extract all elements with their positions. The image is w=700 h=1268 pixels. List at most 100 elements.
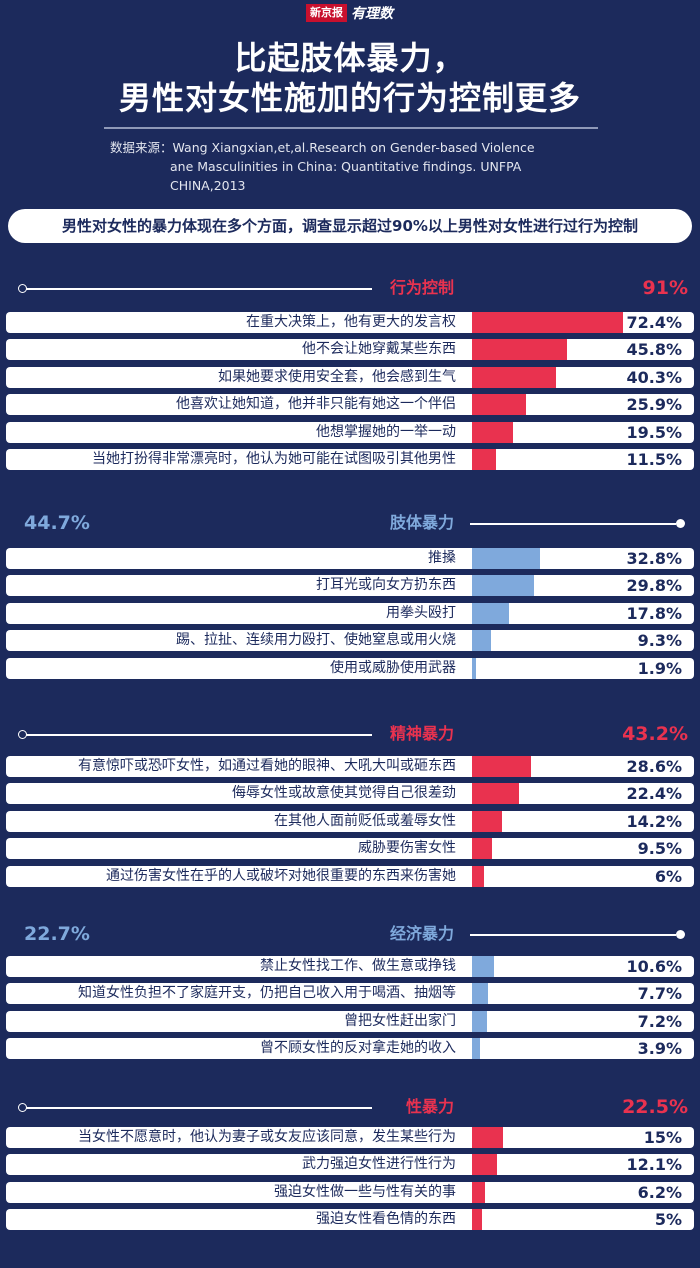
- bar-row: 知道女性负担不了家庭开支，仍把自己收入用于喝酒、抽烟等 7.7%: [6, 983, 694, 1004]
- bar-value: 45.8%: [626, 340, 682, 359]
- bar-label: 打耳光或向女方扔东西: [316, 577, 456, 593]
- bar-value: 5%: [654, 1210, 682, 1229]
- section-title: 肢体暴力: [389, 513, 454, 532]
- section-total: 43.2%: [622, 723, 688, 745]
- bar-row: 他想掌握她的一举一动 19.5%: [6, 422, 694, 443]
- bar-row: 如果她要求使用安全套，他会感到生气 40.3%: [6, 367, 694, 388]
- section-divider-line: [470, 523, 676, 525]
- bar: [472, 367, 556, 388]
- bar-label: 强迫女性做一些与性有关的事: [274, 1184, 456, 1200]
- bar-label: 他喜欢让她知道，他并非只能有她这一个伴侣: [176, 396, 456, 412]
- bar-row: 推搡 32.8%: [6, 548, 694, 569]
- bar-label: 曾不顾女性的反对拿走她的收入: [260, 1040, 456, 1056]
- bar: [472, 575, 534, 596]
- bar-label: 在重大决策上，他有更大的发言权: [246, 314, 456, 330]
- bar-value: 7.7%: [637, 984, 682, 1003]
- bar-value: 6%: [654, 867, 682, 886]
- bar-label: 当女性不愿意时，他认为妻子或女友应该同意，发生某些行为: [78, 1129, 456, 1145]
- section-divider-line: [26, 734, 372, 736]
- logo-column-name: 有理数: [351, 6, 393, 22]
- bar-label: 他不会让她穿戴某些东西: [302, 341, 456, 357]
- bar-value: 32.8%: [626, 549, 682, 568]
- bar-row: 使用或威胁使用武器 1.9%: [6, 658, 694, 679]
- bar-label: 踢、拉扯、连续用力殴打、使她窒息或用火烧: [176, 632, 456, 648]
- data-source: 数据来源：Wang Xiangxian,et,al.Research on Ge…: [110, 138, 590, 195]
- section-total: 91%: [642, 277, 688, 299]
- bar-label: 用拳头殴打: [386, 605, 456, 621]
- bar: [472, 1154, 498, 1175]
- section-divider-dot: [18, 284, 27, 293]
- source-line-2: ane Masculinities in China: Quantitative…: [170, 159, 522, 193]
- logo-brand: 新京报: [306, 4, 347, 22]
- bar-row: 在其他人面前贬低或羞辱女性 14.2%: [6, 811, 694, 832]
- bar-value: 7.2%: [637, 1012, 682, 1031]
- bar-row: 他不会让她穿戴某些东西 45.8%: [6, 339, 694, 360]
- bar: [472, 1127, 504, 1148]
- section-divider-line: [470, 934, 676, 936]
- bar: [472, 548, 541, 569]
- bar-row: 禁止女性找工作、做生意或挣钱 10.6%: [6, 956, 694, 977]
- bar-label: 有意惊吓或恐吓女性，如通过看她的眼神、大吼大叫或砸东西: [78, 758, 456, 774]
- bar-row: 有意惊吓或恐吓女性，如通过看她的眼神、大吼大叫或砸东西 28.6%: [6, 756, 694, 777]
- bar-row: 武力强迫女性进行性行为 12.1%: [6, 1154, 694, 1175]
- section-divider-dot: [676, 930, 685, 939]
- bar-value: 11.5%: [626, 450, 682, 469]
- section-title: 行为控制: [389, 278, 454, 297]
- bar: [472, 312, 623, 333]
- bar-label: 曾把女性赶出家门: [344, 1013, 456, 1029]
- section-total: 22.5%: [622, 1096, 688, 1118]
- bar-row: 用拳头殴打 17.8%: [6, 603, 694, 624]
- bar-label: 当她打扮得非常漂亮时，他认为她可能在试图吸引其他男性: [92, 451, 456, 467]
- bar-value: 17.8%: [626, 604, 682, 623]
- bar: [472, 756, 532, 777]
- summary-banner: 男性对女性的暴力体现在多个方面，调查显示超过90%以上男性对女性进行过行为控制: [8, 209, 692, 243]
- bar: [472, 422, 513, 443]
- bar: [472, 449, 496, 470]
- bar-label: 使用或威胁使用武器: [330, 660, 456, 676]
- bar-row: 强迫女性看色情的东西 5%: [6, 1209, 694, 1230]
- section-divider-dot: [18, 1103, 27, 1112]
- bar: [472, 658, 476, 679]
- bar-value: 14.2%: [626, 812, 682, 831]
- bar-label: 他想掌握她的一举一动: [316, 424, 456, 440]
- bar: [472, 1209, 483, 1230]
- bar: [472, 394, 526, 415]
- bar-value: 28.6%: [626, 757, 682, 776]
- bar: [472, 783, 519, 804]
- bar: [472, 630, 492, 651]
- bar: [472, 811, 502, 832]
- bar-label: 通过伤害女性在乎的人或破坏对她很重要的东西来伤害她: [106, 868, 456, 884]
- bar-row: 当女性不愿意时，他认为妻子或女友应该同意，发生某些行为 15%: [6, 1127, 694, 1148]
- bar-value: 3.9%: [637, 1039, 682, 1058]
- bar-row: 在重大决策上，他有更大的发言权 72.4%: [6, 312, 694, 333]
- bar-row: 通过伤害女性在乎的人或破坏对她很重要的东西来伤害她 6%: [6, 866, 694, 887]
- bar-label: 在其他人面前贬低或羞辱女性: [274, 813, 456, 829]
- bar-value: 19.5%: [626, 423, 682, 442]
- bar: [472, 1182, 485, 1203]
- bar-row: 强迫女性做一些与性有关的事 6.2%: [6, 1182, 694, 1203]
- bar-label: 强迫女性看色情的东西: [316, 1211, 456, 1227]
- bar-label: 武力强迫女性进行性行为: [302, 1156, 456, 1172]
- bar-label: 如果她要求使用安全套，他会感到生气: [218, 369, 456, 385]
- bar-label: 侮辱女性或故意使其觉得自己很差劲: [232, 785, 456, 801]
- bar-value: 15%: [643, 1128, 682, 1147]
- bar: [472, 956, 495, 977]
- bar-label: 威胁要伤害女性: [358, 840, 456, 856]
- section-divider-dot: [676, 519, 685, 528]
- section-title: 精神暴力: [389, 724, 454, 743]
- bar-label: 禁止女性找工作、做生意或挣钱: [260, 958, 456, 974]
- bar-row: 踢、拉扯、连续用力殴打、使她窒息或用火烧 9.3%: [6, 630, 694, 651]
- bar-value: 25.9%: [626, 395, 682, 414]
- page-title-line-2: 男性对女性施加的行为控制更多: [118, 79, 581, 117]
- bar-row: 曾把女性赶出家门 7.2%: [6, 1011, 694, 1032]
- bar-value: 10.6%: [626, 957, 682, 976]
- bar: [472, 339, 568, 360]
- bar: [472, 866, 485, 887]
- bar-row: 曾不顾女性的反对拿走她的收入 3.9%: [6, 1038, 694, 1059]
- source-line-1: 数据来源：Wang Xiangxian,et,al.Research on Ge…: [110, 140, 535, 155]
- bar-value: 72.4%: [626, 313, 682, 332]
- bar-row: 威胁要伤害女性 9.5%: [6, 838, 694, 859]
- bar-value: 6.2%: [637, 1183, 682, 1202]
- section-title: 经济暴力: [389, 924, 454, 943]
- bar-label: 知道女性负担不了家庭开支，仍把自己收入用于喝酒、抽烟等: [78, 985, 456, 1001]
